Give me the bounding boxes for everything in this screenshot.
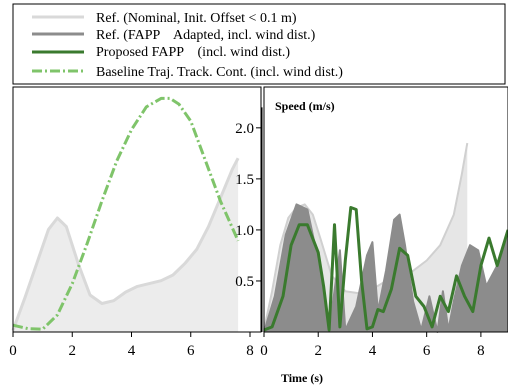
right-series-line-proposed-fapp-incl-wind-dist (263, 206, 508, 332)
right-x-axis: 0 2 4 6 8 (260, 332, 485, 359)
right-y-axis: 0.5 1.0 1.5 2.0 (235, 107, 263, 332)
right-plot-area (263, 142, 508, 333)
right-series-line-ref-nominal-init-offset-0-1-m (263, 142, 469, 331)
right-x-tick-label: 6 (423, 343, 431, 359)
left-x-axis: 0 2 4 6 8 (9, 332, 254, 359)
right-x-tick-label: 0 (260, 343, 268, 359)
left-series-line-baseline-traj-track-cont-incl-wind-dist (12, 96, 240, 331)
right-y-tick-label: 0.5 (235, 274, 254, 290)
left-panel: 0 2 4 6 8 (9, 86, 262, 359)
right-y-tick-label: 1.0 (235, 223, 254, 239)
right-x-tick-label: 4 (369, 343, 377, 359)
right-x-tick-label: 8 (477, 343, 485, 359)
left-series-line-ref-nominal-init-offset-0-1-m (11, 157, 240, 331)
left-x-tick-label: 2 (69, 343, 77, 359)
legend-label-baseline: Baseline Traj. Track. Cont. (incl. wind … (96, 65, 343, 80)
right-panel-title: Speed (m/s) (275, 99, 335, 113)
legend-label-ref-fapp: Ref. (FAPP Adapted, incl. wind dist.) (96, 28, 316, 43)
right-x-tick-label: 2 (314, 343, 322, 359)
legend-label-ref-nominal: Ref. (Nominal, Init. Offset < 0.1 m) (96, 11, 297, 26)
left-plot-area (11, 96, 240, 332)
left-x-tick-label: 6 (187, 343, 195, 359)
right-y-tick-label: 2.0 (235, 121, 254, 137)
legend: Ref. (Nominal, Init. Offset < 0.1 m) Ref… (12, 3, 506, 85)
left-series-fill-ref-nominal-init-offset-0-1-m (13, 158, 239, 332)
right-y-tick-label: 1.5 (235, 172, 254, 188)
right-panel: Speed (m/s) 0.5 1.0 1.5 2.0 0 2 4 6 8 (235, 86, 508, 359)
left-x-tick-label: 0 (9, 343, 17, 359)
legend-frame (12, 3, 506, 85)
x-axis-label: Time (s) (281, 371, 323, 385)
left-x-tick-label: 4 (128, 343, 136, 359)
right-panel-frame (263, 86, 508, 333)
left-panel-frame (12, 86, 262, 333)
legend-label-proposed: Proposed FAPP (incl. wind dist.) (96, 45, 290, 60)
left-x-tick-label: 8 (246, 343, 254, 359)
